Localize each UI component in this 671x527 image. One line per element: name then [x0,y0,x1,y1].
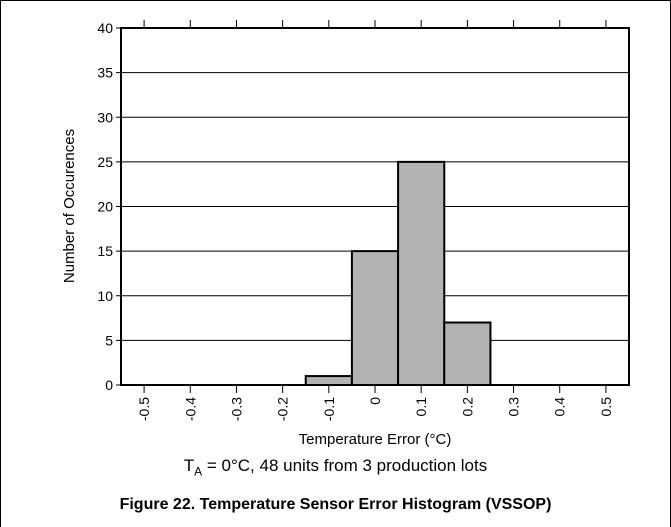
y-tick-labels: 0 5 10 15 20 25 30 35 40 [97,20,113,393]
x-tick-label: 0.2 [459,397,475,417]
x-tick-label: -0.2 [275,397,291,421]
y-tick-label: 20 [97,199,113,215]
x-tick-label: 0.4 [552,397,568,417]
condition-text: = 0°C, 48 units from 3 production lots [202,456,488,475]
plot-frame [116,20,630,393]
x-axis-label: Temperature Error (°C) [299,431,452,448]
histogram-bar [350,250,400,386]
x-tick-label: -0.4 [182,397,198,421]
y-tick-label: 35 [97,65,113,81]
y-tick-label: 40 [97,20,113,36]
y-tick-label: 25 [97,154,113,170]
ambient-temp-symbol: T [183,456,195,475]
y-tick-label: 0 [105,377,113,393]
x-tick-label: -0.1 [321,397,337,421]
ambient-temp-subscript: A [194,464,203,479]
test-condition-note: TA = 0°C, 48 units from 3 production lot… [0,456,671,478]
x-tick-label: -0.3 [228,397,244,421]
y-tick-label: 5 [105,332,113,348]
x-tick-label: 0.5 [598,397,614,417]
x-tick-label: 0.3 [506,397,522,417]
y-tick-label: 15 [97,243,113,259]
x-tick-labels: -0.5 -0.4 -0.3 -0.2 -0.1 0 0.1 0.2 0.3 0.4 0.5 [136,397,614,421]
histogram-chart: 0 5 10 15 20 25 30 35 40 -0.5 -0.4 -0.3 -0.2 -0.1 0 0.… [61,20,630,448]
histogram-bar [397,160,446,386]
figure-caption: Figure 22. Temperature Sensor Error Hist… [119,496,552,513]
x-tick-label: -0.5 [136,397,152,421]
x-tick-label: 0 [367,397,383,405]
histogram-bar [304,375,353,387]
histogram-bar [443,321,492,386]
x-tick-label: 0.1 [413,397,429,417]
y-tick-label: 10 [97,288,113,304]
y-axis-label: Number of Occurences [61,129,78,283]
histogram-bars [304,160,492,387]
y-tick-label: 30 [97,109,113,125]
